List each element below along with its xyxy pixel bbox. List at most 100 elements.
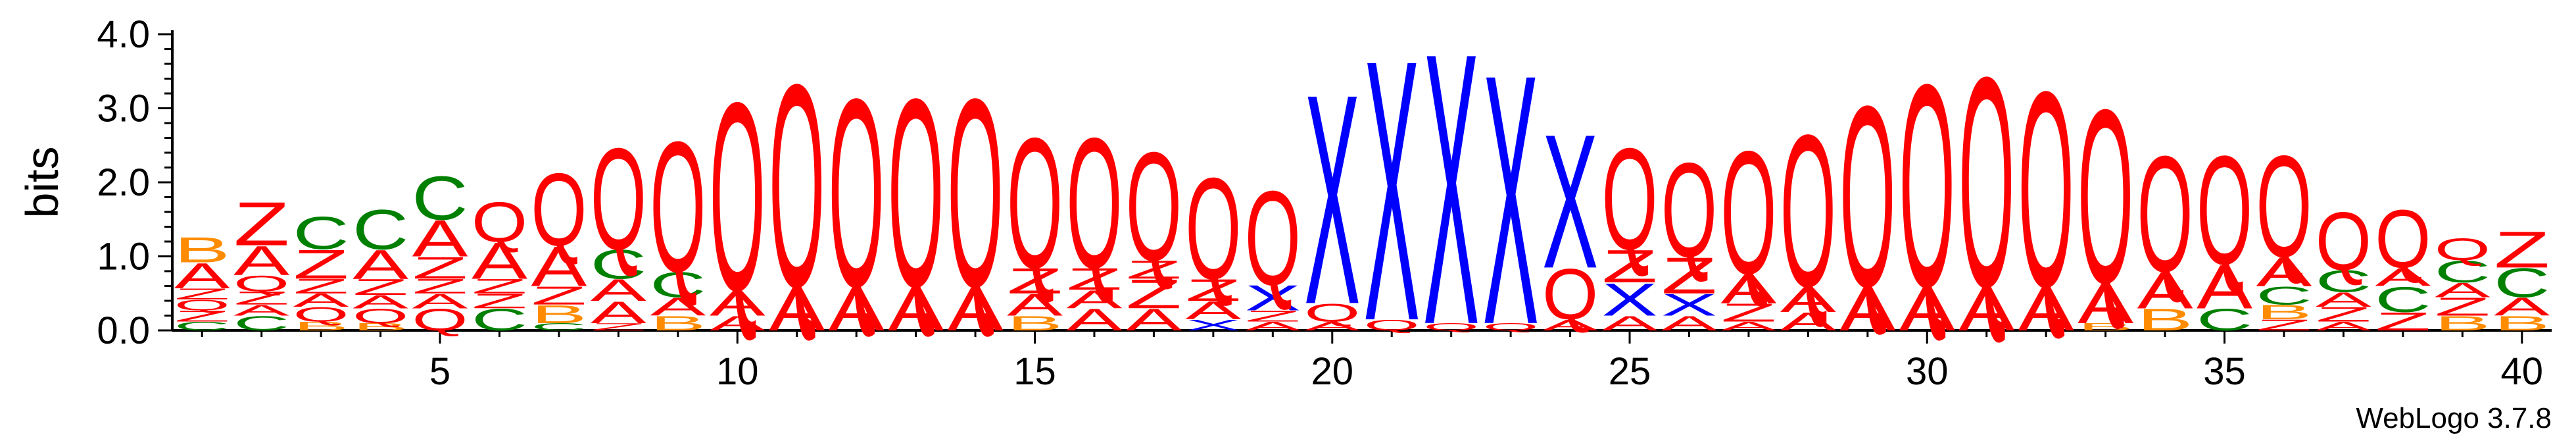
logo-letter-Q: Q [1958,14,2014,349]
logo-letter-Z: Z [1007,261,1063,301]
logo-letter-B: B [293,319,349,333]
logo-letter-A: A [888,274,944,344]
logo-letter-Q: Q [769,24,825,348]
logo-letter-Q: Q [1602,118,1658,280]
stack-position-13: AQ [888,43,944,344]
logo-letter-Q: Q [1007,99,1063,307]
logo-letter-Q: Q [1423,321,1479,333]
logo-letter-A: A [2078,271,2134,335]
logo-letter-Q: Q [888,43,944,344]
stack-position-33: BAQ [2078,59,2134,336]
axes: 0.0 1.0 2.0 3.0 4.0 5 10 15 20 25 30 35 40 [97,13,2552,393]
logo-letter-Q: Q [1899,24,1955,348]
logo-letter-A: A [1661,312,1718,335]
logo-letter-A: A [412,290,469,313]
stack-position-21: QX [1364,0,1420,399]
stack-position-10: AAQ [710,47,766,348]
x-tick-label: 5 [429,350,450,393]
logo-letter-A: A [1780,280,1836,320]
logo-letter-B: B [1007,312,1063,335]
logo-letter-Q: Q [2256,126,2312,288]
logo-letter-Q: Q [1661,135,1717,286]
logo-letter-A: A [2197,252,2252,322]
logo-letter-Q: Q [1304,298,1360,327]
logo-letter-A: A [1720,319,1776,333]
stack-position-22: QX [1423,0,1479,405]
logo-letter-Q: Q [531,152,587,267]
logo-letter-A: A [591,272,646,307]
logo-letter-Z: Z [1126,255,1182,284]
y-axis-label: bits [16,147,68,219]
logo-letter-Q: Q [1720,114,1776,311]
logo-letter-Z: Z [1661,247,1717,305]
logo-letter-A: A [2018,274,2074,344]
logo-letter-A: A [293,290,349,311]
logo-letter-C: C [2256,281,2312,310]
logo-letter-Z: Z [174,307,230,324]
logo-letter-Q: Q [2375,193,2431,286]
logo-letter-A: A [412,211,468,268]
logo-letter-A: A [2137,262,2193,319]
logo-letter-B: B [2435,312,2491,335]
logo-letter-Q: Q [1066,99,1122,307]
logo-letter-Q: Q [948,43,1004,344]
logo-letter-A: A [1007,288,1063,323]
logo-letter-A: A [1839,274,1895,344]
logo-letter-A: A [352,291,408,312]
logo-letter-Q: Q [710,47,766,348]
logo-letter-Q: Q [2316,195,2371,288]
logo-letter-X: X [1602,274,1658,326]
logo-letter-C: C [650,265,706,305]
stack-position-23: QX [1483,0,1539,399]
logo-letter-A: A [591,295,646,330]
logo-letter-B: B [352,321,408,333]
logo-letter-Q: Q [591,118,646,280]
x-tick-label: 10 [716,350,759,393]
logo-letter-A: A [2256,248,2312,295]
logo-letter-Z: Z [174,286,230,303]
stack-position-24: AQX [1542,95,1599,335]
logo-letter-Z: Z [233,288,289,309]
y-tick-label: 1.0 [97,236,150,278]
logo-letter-Q: Q [1483,321,1539,333]
logo-letter-Z: Z [2375,307,2431,336]
logo-letter-A: A [174,256,230,296]
logo-letter-A: A [352,241,408,288]
logo-letter-A: A [1066,302,1122,337]
logo-letter-Q: Q [472,190,527,253]
logo-letter-Q: Q [1364,317,1420,334]
logo-letter-Z: Z [1720,298,1776,327]
logo-letter-A: A [710,283,766,323]
letter-stacks: CZQZABCAZQAZBQAZZCBQAZACQAZZACCZZAQCBZAQ… [174,0,2550,405]
x-tick-label: 20 [1311,350,1354,393]
logo-letter-C: C [412,163,468,233]
logo-letter-Z: Z [1066,261,1122,296]
logo-letter-Z: Z [2316,303,2371,326]
logo-letter-C: C [2316,264,2371,299]
y-tick-label: 0.0 [97,309,150,352]
logo-letter-A: A [2316,319,2371,333]
logo-letter-Q: Q [1542,255,1598,335]
logo-letter-B: B [650,312,706,335]
logo-letter-A: A [1185,296,1242,325]
x-tick-label: 30 [1906,350,1949,393]
x-tick-label: 25 [1609,350,1651,393]
logo-letter-Q: Q [1245,163,1301,314]
logo-letter-Q: Q [1126,120,1182,294]
logo-letter-C: C [293,207,349,259]
logo-letter-Z: Z [591,321,646,333]
logo-letter-X: X [1304,31,1360,367]
logo-letter-A: A [2435,278,2491,301]
logo-letter-Q: Q [650,103,706,311]
